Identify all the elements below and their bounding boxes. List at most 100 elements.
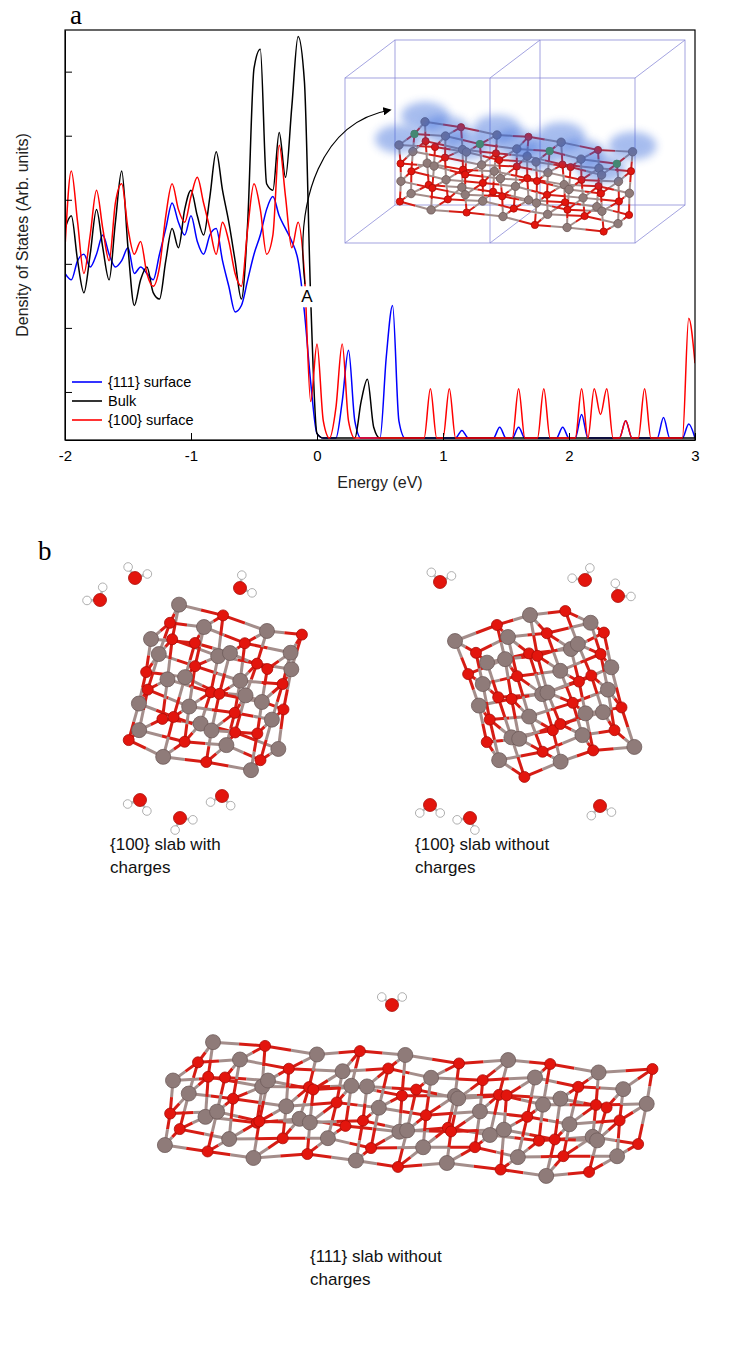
water-molecule xyxy=(123,794,151,816)
x-tick: 3 xyxy=(691,433,699,464)
oxygen-atom xyxy=(255,755,266,766)
hydrogen-atom xyxy=(415,809,424,818)
oxygen-atom xyxy=(612,590,625,603)
y-tick xyxy=(65,264,72,265)
metal-atom xyxy=(553,754,568,769)
metal-atom xyxy=(178,670,193,685)
x-tick-label: 3 xyxy=(691,447,699,464)
oxygen-atom xyxy=(229,707,240,718)
oxygen-atom xyxy=(613,160,620,167)
metal-atom xyxy=(344,1078,359,1093)
oxygen-atom xyxy=(283,1063,294,1074)
hydrogen-atom xyxy=(83,596,92,605)
oxygen-atom xyxy=(469,1142,480,1153)
hydrogen-atom xyxy=(611,579,620,588)
oxygen-atom xyxy=(567,697,578,708)
water-molecule xyxy=(377,993,406,1012)
metal-atom xyxy=(563,223,571,231)
oxygen-atom xyxy=(597,190,604,197)
oxygen-atom xyxy=(278,704,289,715)
metal-atom xyxy=(448,634,463,649)
oxygen-atom xyxy=(524,175,531,182)
oxygen-atom xyxy=(464,812,477,825)
hydrogen-atom xyxy=(447,572,456,581)
y-tick-mark xyxy=(65,392,72,393)
metal-atom xyxy=(490,167,498,175)
y-tick-mark xyxy=(65,136,72,137)
oxygen-atom xyxy=(519,771,530,782)
oxygen-atom xyxy=(615,198,622,205)
hydrogen-atom xyxy=(436,809,445,818)
y-tick xyxy=(65,136,72,137)
oxygen-atom xyxy=(594,800,607,813)
metal-atom xyxy=(472,1104,487,1119)
legend-swatch xyxy=(72,400,102,402)
slab-structure xyxy=(83,563,308,835)
series-line xyxy=(65,145,695,438)
metal-atom xyxy=(320,1131,335,1146)
metal-atom xyxy=(302,1115,317,1130)
metal-atom xyxy=(210,1104,225,1119)
metal-atom xyxy=(578,706,593,721)
oxygen-atom xyxy=(277,679,288,690)
oxygen-atom xyxy=(512,671,523,682)
oxygen-atom xyxy=(493,692,504,703)
oxygen-atom xyxy=(366,1143,377,1154)
metal-atom xyxy=(283,645,298,660)
metal-atom xyxy=(543,210,551,218)
oxygen-atom xyxy=(491,619,502,630)
metal-atom xyxy=(524,196,532,204)
oxygen-atom xyxy=(462,171,469,178)
annotation-arrow xyxy=(303,110,390,284)
oxygen-atom xyxy=(164,617,175,628)
oxygen-atom xyxy=(129,572,142,585)
metal-atom xyxy=(590,1133,605,1148)
hydrogen-atom xyxy=(568,574,577,583)
water-molecule xyxy=(171,812,197,835)
metal-atom xyxy=(348,1153,363,1168)
y-tick-mark xyxy=(65,72,72,73)
oxygen-atom xyxy=(123,735,134,746)
legend-label: {100} surface xyxy=(108,412,193,428)
oxygen-atom xyxy=(499,193,506,200)
metal-atom xyxy=(544,168,552,176)
metal-atom xyxy=(522,709,537,724)
y-axis-title: Density of States (Arb. units) xyxy=(14,133,31,337)
metal-atom xyxy=(254,695,269,710)
oxygen-atom xyxy=(463,209,470,216)
oxygen-atom xyxy=(588,745,599,756)
water-molecule xyxy=(427,568,456,588)
metal-atom xyxy=(160,672,175,687)
panel-label: a xyxy=(70,0,82,30)
oxygen-atom xyxy=(190,661,201,672)
slab-structure xyxy=(157,993,658,1184)
metal-atom xyxy=(259,623,274,638)
metal-atom xyxy=(532,199,540,207)
oxygen-atom xyxy=(579,574,592,587)
oxygen-atom xyxy=(214,688,225,699)
metal-atom xyxy=(500,630,515,645)
metal-atom xyxy=(246,1150,261,1165)
annotation-background xyxy=(299,286,315,307)
oxygen-atom xyxy=(549,1134,560,1145)
oxygen-atom xyxy=(546,147,553,154)
oxygen-atom xyxy=(625,211,632,218)
slab-structure xyxy=(415,564,641,835)
oxygen-atom xyxy=(411,130,418,137)
metal-atom xyxy=(196,620,211,635)
x-axis: -2-10123 xyxy=(59,433,700,464)
oxygen-atom xyxy=(434,576,447,589)
oxygen-atom xyxy=(533,1135,544,1146)
metal-atom xyxy=(570,637,585,652)
legend-label: Bulk xyxy=(108,393,137,409)
oxygen-atom xyxy=(431,143,438,150)
metal-atom xyxy=(264,712,279,727)
metal-atom xyxy=(400,1123,415,1138)
oxygen-atom xyxy=(174,812,187,825)
y-axis-line xyxy=(65,31,66,441)
oxygen-atom xyxy=(397,160,404,167)
x-tick-mark xyxy=(317,433,318,440)
hydrogen-atom xyxy=(471,826,480,835)
metal-atom xyxy=(496,174,504,182)
metal-atom xyxy=(565,185,573,193)
